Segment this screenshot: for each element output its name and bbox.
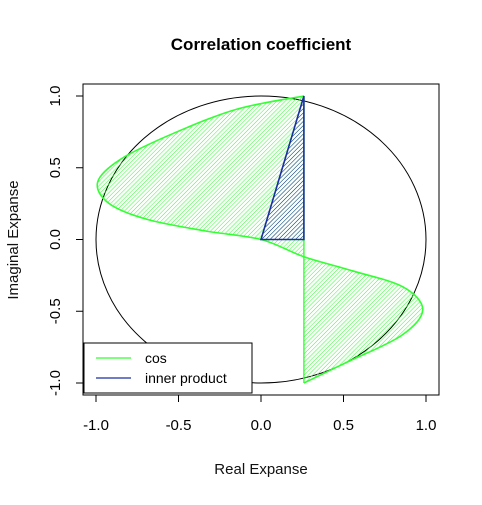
y-tick-label: -1.0	[47, 370, 64, 396]
cos-area	[97, 96, 423, 383]
series-layer	[96, 95, 424, 384]
y-axis: -1.0 -0.5 0.0 0.5 1.0	[47, 86, 84, 396]
y-tick-label: -0.5	[47, 298, 64, 324]
x-axis: -1.0 -0.5 0.0 0.5 1.0	[83, 394, 437, 434]
y-axis-title: Imaginal Expanse	[5, 180, 22, 299]
y-tick-label: 0.5	[47, 157, 64, 178]
x-tick-label: -0.5	[166, 417, 192, 434]
legend: cos inner product	[83, 342, 253, 394]
x-tick-label: 0.5	[333, 417, 354, 434]
cos-curve	[96, 95, 424, 384]
legend-label-inner-product: inner product	[145, 370, 227, 386]
reference-circle	[95, 95, 427, 384]
x-axis-title: Real Expanse	[214, 461, 307, 478]
legend-box	[83, 342, 253, 394]
x-tick-label: 1.0	[416, 417, 437, 434]
legend-label-cos: cos	[145, 350, 167, 366]
y-tick-label: 0.0	[47, 229, 64, 250]
x-tick-label: -1.0	[83, 417, 109, 434]
y-tick-label: 1.0	[47, 86, 64, 107]
chart-title: Correlation coefficient	[171, 35, 352, 54]
plot-area	[95, 95, 427, 384]
inner-product-triangle	[259, 95, 305, 241]
x-tick-label: 0.0	[251, 417, 272, 434]
